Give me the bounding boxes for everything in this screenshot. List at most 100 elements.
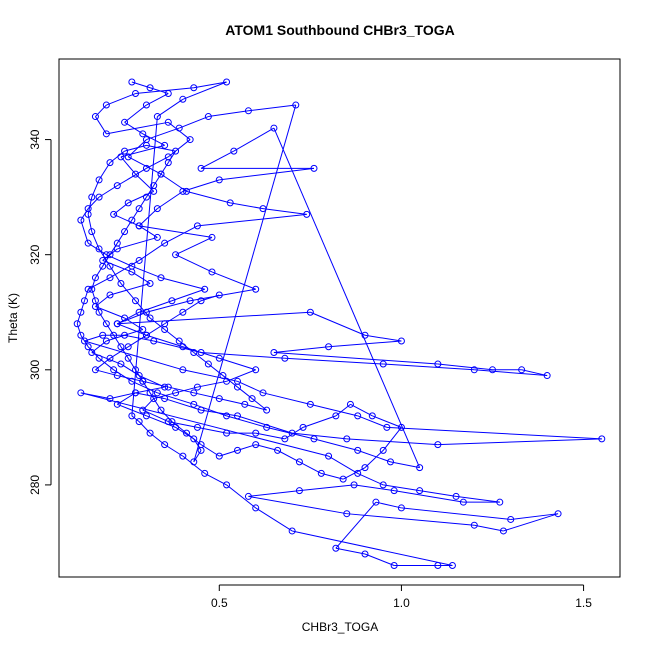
data-point (397, 423, 405, 431)
data-point (179, 187, 187, 195)
data-point (132, 297, 139, 305)
series-segment (372, 415, 402, 428)
data-point (310, 164, 318, 172)
series-segment (211, 271, 256, 290)
series-segment (128, 190, 154, 204)
series-segment (131, 271, 151, 284)
data-point (259, 389, 267, 397)
data-point (190, 84, 198, 92)
series-segment (109, 346, 129, 359)
series-segment (120, 283, 136, 302)
series-segment (357, 415, 388, 428)
series-segment (474, 524, 504, 532)
y-axis: 280 300 320 340 (28, 129, 52, 495)
data-point (248, 395, 256, 403)
series-segment (284, 426, 304, 440)
data-point (95, 308, 103, 316)
data-point (95, 193, 103, 201)
data-point (470, 366, 478, 374)
data-point (106, 251, 114, 259)
data-point (190, 389, 198, 397)
data-point (124, 354, 132, 362)
data-point (117, 360, 125, 368)
series-segment (292, 530, 453, 566)
series-segment (146, 93, 169, 106)
data-point (106, 262, 114, 270)
data-point (186, 297, 194, 305)
data-point (179, 343, 187, 351)
data-point (223, 412, 231, 420)
series-segment (120, 156, 136, 175)
data-point (434, 561, 442, 569)
data-point (193, 383, 201, 391)
series-segment (292, 432, 347, 440)
data-point (128, 412, 136, 420)
data-point (161, 441, 169, 449)
data-point (292, 101, 300, 109)
series-segment (383, 363, 475, 371)
data-point (77, 216, 85, 224)
data-point (263, 406, 271, 414)
data-point (518, 366, 526, 374)
series-segment (262, 392, 311, 405)
series-segment (175, 254, 213, 273)
series-segment (350, 403, 373, 417)
series-segment (87, 346, 100, 359)
series-segment (146, 415, 176, 428)
data-point (132, 389, 139, 397)
series-segment (383, 484, 420, 492)
data-point (507, 515, 515, 523)
series-segment (116, 231, 125, 244)
series-segment (124, 334, 154, 342)
series-segment (186, 190, 231, 204)
series-segment (321, 472, 344, 480)
series-segment (76, 312, 82, 324)
data-point (110, 366, 118, 374)
series-segment (168, 386, 194, 394)
series-segment (135, 173, 155, 192)
y-axis-title: Theta (K) (6, 293, 20, 343)
series-segment (109, 242, 118, 255)
data-point (150, 182, 158, 190)
data-point (142, 141, 150, 149)
data-point (317, 469, 325, 477)
data-point (91, 366, 99, 374)
data-point (84, 239, 92, 247)
series-segment (456, 495, 500, 503)
data-point (113, 372, 121, 380)
series-segment (117, 167, 147, 187)
series-segment (201, 352, 285, 359)
series-segment (113, 213, 140, 227)
data-point (142, 164, 150, 172)
series-segment (117, 311, 140, 325)
data-point (252, 429, 260, 437)
series-segment (146, 334, 184, 348)
series-segment (98, 311, 107, 325)
series-segment (284, 357, 384, 365)
series-segment (91, 289, 96, 301)
data-point (164, 118, 172, 126)
data-point (132, 170, 139, 178)
series-segment (200, 409, 238, 417)
data-point (99, 331, 107, 339)
data-point (153, 205, 161, 213)
series-segment (219, 167, 315, 181)
series-segment (364, 450, 384, 469)
series-segment (244, 403, 267, 411)
series-segment (401, 507, 511, 520)
series-segment (521, 369, 548, 377)
data-point (106, 395, 114, 403)
series-segment (200, 444, 220, 457)
series-segment (146, 127, 180, 141)
data-point (288, 429, 296, 437)
data-point (281, 354, 289, 362)
data-point (288, 527, 296, 535)
series-segment (142, 381, 151, 394)
y-tick-label: 300 (28, 359, 42, 379)
data-point (390, 487, 398, 495)
series-segment (190, 288, 256, 302)
data-point (164, 90, 172, 98)
data-point (121, 228, 129, 236)
series-segment (193, 438, 202, 451)
series-segment (390, 461, 420, 469)
